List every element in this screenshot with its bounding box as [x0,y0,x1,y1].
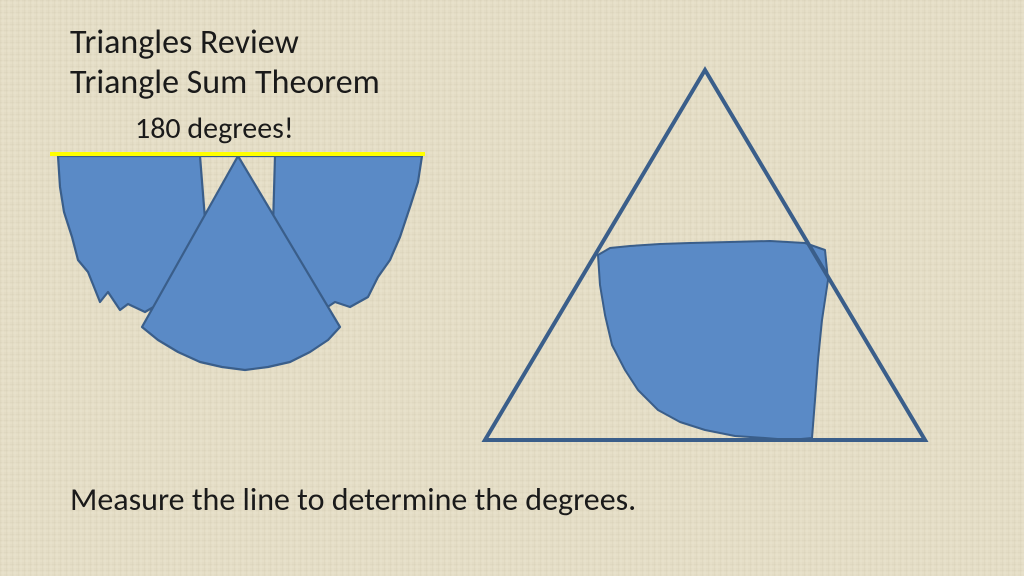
slide-canvas: Triangles Review Triangle Sum Theorem 18… [0,0,1024,576]
instruction-text: Measure the line to determine the degree… [70,480,636,519]
straight-angle-line [50,152,425,156]
title-line-1: Triangles Review [70,22,299,63]
triangle-outline-figure [470,60,940,450]
degrees-label: 180 degrees! [135,110,294,147]
title-line-2: Triangle Sum Theorem [70,62,380,103]
rearranged-angles-figure [50,152,430,372]
